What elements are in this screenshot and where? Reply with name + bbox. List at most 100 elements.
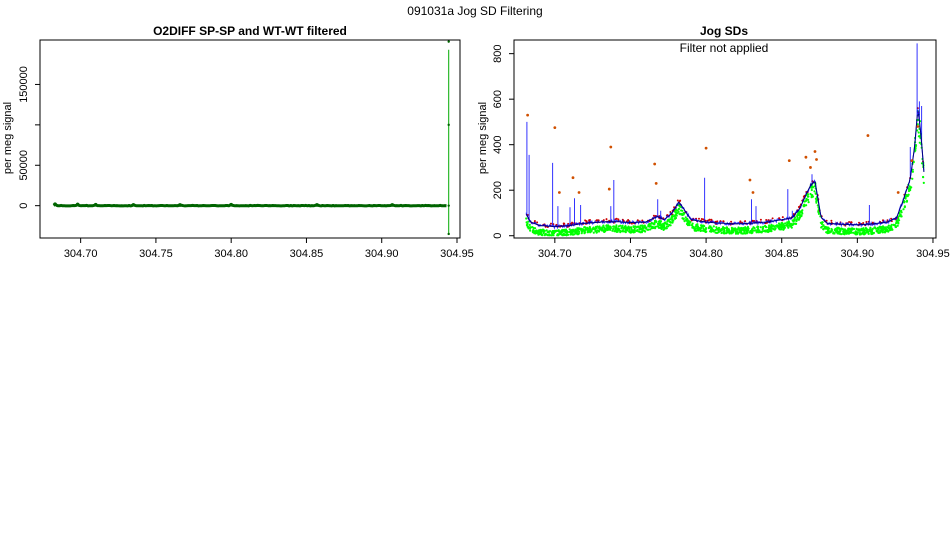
jog-green-point — [653, 219, 657, 222]
jog-green-point — [580, 232, 583, 235]
jog-green-point — [790, 226, 793, 229]
jog-green-point — [881, 231, 885, 234]
jog-green-point — [682, 213, 685, 216]
jog-green-point — [769, 227, 772, 231]
jog-red-point — [759, 218, 762, 221]
jog-green-point — [660, 227, 663, 230]
jog-green-point — [869, 230, 873, 233]
jog-green-point — [590, 229, 593, 233]
jog-green-point — [859, 233, 862, 236]
o2diff-baseline-series — [52, 202, 447, 208]
jog-green-point — [817, 211, 820, 214]
jog-green-point — [556, 233, 559, 236]
jog-green-point — [768, 224, 771, 227]
jog-red-point — [858, 221, 860, 224]
jog-green-point — [548, 230, 552, 233]
jog-blue-series — [525, 43, 925, 230]
jog-red-point — [730, 220, 733, 223]
jog-green-point — [615, 224, 618, 227]
jog-green-point — [716, 231, 719, 234]
jog-red-point — [605, 218, 608, 221]
jog-green-point — [796, 216, 799, 219]
jog-orange-point — [654, 181, 658, 185]
jog-green-point — [734, 228, 737, 231]
jog-green-point — [894, 224, 897, 227]
jog-green-point — [528, 223, 531, 226]
jog-green-point — [643, 224, 646, 227]
jog-green-point — [649, 228, 652, 231]
jog-green-point — [890, 223, 893, 226]
jog-green-point — [732, 231, 735, 234]
jog-green-point — [594, 225, 598, 228]
jog-orange-point — [526, 113, 530, 117]
jog-green-point — [751, 227, 754, 230]
jog-green-point — [529, 229, 532, 232]
jog-orange-series — [526, 113, 920, 194]
jog-green-point — [659, 222, 662, 225]
jog-red-point — [596, 219, 598, 222]
jog-x-tick-label: 304.95 — [916, 248, 950, 260]
jog-green-point — [820, 225, 824, 228]
jog-green-point — [601, 226, 604, 229]
jog-green-point — [807, 201, 810, 204]
jog-green-point — [798, 216, 802, 219]
jog-green-point — [657, 220, 661, 223]
jog-green-point — [567, 233, 570, 236]
jog-green-point — [669, 224, 672, 227]
jog-red-point — [652, 214, 655, 217]
jog-x-tick-label: 304.70 — [538, 248, 572, 260]
jog-green-point — [877, 227, 880, 230]
jog-green-point — [777, 222, 781, 225]
o2diff-y-tick-label: 50000 — [18, 150, 30, 181]
jog-green-point — [668, 218, 671, 221]
jog-green-point — [744, 226, 747, 229]
jog-green-point — [826, 230, 829, 233]
jog-green-point — [653, 222, 656, 225]
jog-green-point — [616, 227, 619, 230]
filter-annotation: Filter not applied — [680, 41, 769, 55]
jog-green-point — [922, 176, 925, 179]
jog-green-point — [710, 227, 713, 230]
jog-green-point — [639, 231, 642, 234]
jog-green-point — [634, 225, 637, 228]
jog-red-point — [679, 199, 682, 202]
jog-orange-point — [916, 125, 920, 128]
jog-green-point — [761, 228, 764, 231]
jog-green-series — [525, 110, 925, 237]
jog-red-point — [533, 220, 536, 222]
jog-green-point — [583, 226, 586, 229]
jog-green-point — [802, 205, 806, 208]
jog-green-point — [561, 233, 564, 236]
jog-green-point — [581, 228, 584, 231]
jog-green-point — [550, 234, 553, 237]
jog-green-point — [595, 230, 598, 233]
jog-y-tick-label: 0 — [492, 233, 504, 239]
jog-orange-point — [704, 146, 708, 150]
jog-green-point — [916, 123, 919, 126]
jog-green-point — [722, 230, 725, 234]
jog-green-point — [885, 228, 888, 231]
jog-green-point — [795, 218, 798, 221]
jog-green-point — [757, 227, 760, 231]
jog-green-point — [828, 227, 831, 230]
jog-green-point — [813, 190, 816, 193]
jog-green-point — [736, 230, 739, 233]
jog-green-point — [688, 223, 691, 227]
jog-green-point — [704, 228, 707, 231]
jog-red-point — [710, 218, 713, 221]
jog-green-point — [780, 228, 783, 231]
o2diff-point — [447, 40, 450, 43]
jog-green-point — [822, 224, 825, 227]
jog-green-point — [823, 226, 826, 229]
jog-green-point — [796, 215, 799, 218]
jog-green-point — [887, 226, 890, 230]
jog-green-point — [908, 185, 911, 188]
jog-green-point — [691, 226, 694, 229]
jog-green-point — [576, 232, 579, 235]
jog-green-point — [545, 229, 548, 232]
jog-red-point — [562, 222, 565, 225]
jog-orange-point — [910, 159, 914, 163]
jog-red-point — [550, 222, 552, 225]
jog-green-point — [825, 226, 828, 229]
jog-green-point — [774, 227, 777, 230]
